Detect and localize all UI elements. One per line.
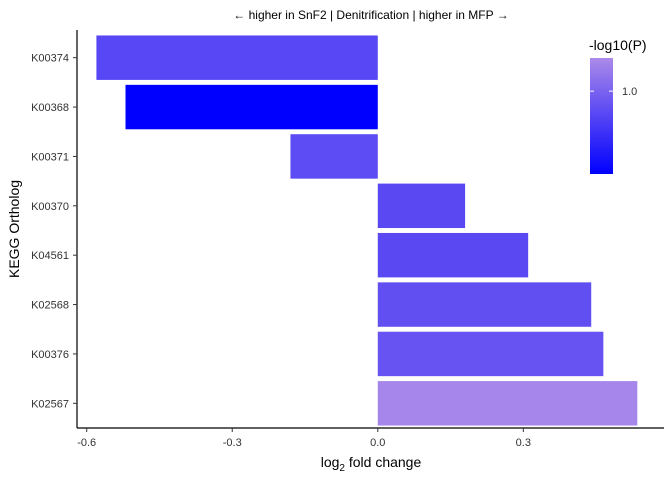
- y-tick-label: K02568: [31, 300, 69, 312]
- chart-title: ← higher in SnF2 | Denitrification | hig…: [233, 8, 508, 22]
- bar-k00371: [290, 134, 378, 179]
- y-tick-label: K00374: [31, 53, 69, 65]
- x-tick-label: 0.0: [370, 437, 385, 449]
- bar-k02568: [377, 282, 592, 327]
- y-tick-label: K02567: [31, 398, 69, 410]
- x-tick-label: -0.6: [77, 437, 96, 449]
- legend-colorbar: [590, 58, 613, 174]
- x-axis-title-subscript: 2: [339, 463, 345, 474]
- y-tick-label: K00370: [31, 201, 69, 213]
- bar-k00370: [377, 183, 466, 229]
- bars-group: [96, 35, 638, 426]
- x-tick-label: 0.3: [516, 437, 531, 449]
- legend-tick-label: 1.0: [622, 86, 637, 98]
- y-tick-label: K04561: [31, 250, 69, 262]
- bar-k00376: [377, 331, 604, 377]
- x-ticks-group: -0.6 -0.3 0.0 0.3: [77, 428, 531, 449]
- x-axis-title: log2 fold change: [321, 454, 422, 474]
- bar-k04561: [377, 232, 529, 278]
- x-tick-label: -0.3: [223, 437, 242, 449]
- x-axis-title-rest: fold change: [345, 454, 421, 470]
- color-legend: -log10(P) 1.0: [589, 37, 647, 174]
- x-axis-title-main: log: [321, 454, 340, 470]
- bar-k02567: [377, 381, 638, 426]
- bar-k00368: [125, 84, 378, 130]
- legend-ticks-group: 1.0: [590, 86, 637, 98]
- y-tick-label: K00376: [31, 349, 69, 361]
- y-tick-label: K00371: [31, 151, 69, 163]
- y-ticks-group: K00374 K00368 K00371 K00370 K04561 K02568 K003…: [31, 53, 77, 410]
- y-axis-title: KEGG Ortholog: [6, 180, 22, 278]
- y-tick-label: K00368: [31, 102, 69, 114]
- legend-title: -log10(P): [589, 37, 647, 53]
- bar-k00374: [96, 35, 378, 80]
